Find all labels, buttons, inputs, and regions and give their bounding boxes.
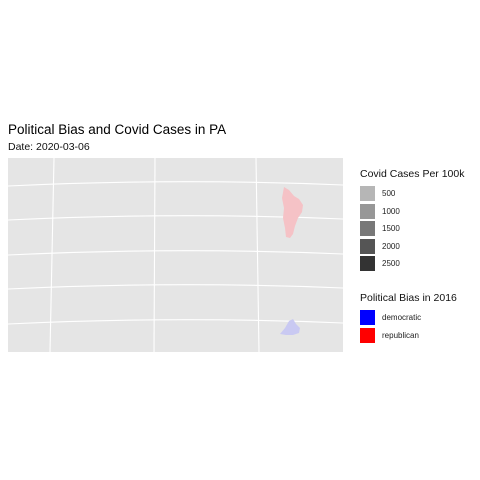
legend-label: 1000 [382, 206, 400, 216]
legend-swatch [360, 203, 375, 219]
legend-label: 2000 [382, 241, 400, 251]
legend-swatch [360, 186, 375, 202]
chart-subtitle: Date: 2020-03-06 [8, 141, 90, 153]
legend-item: 1500 [360, 220, 464, 238]
map-panel [8, 158, 343, 352]
graticule-lon-line [49, 158, 55, 352]
graticule-lat-line [8, 319, 343, 325]
legend-item: democratic [360, 309, 457, 327]
legend-swatch [360, 310, 375, 326]
legend-bias-title: Political Bias in 2016 [360, 292, 457, 304]
legend-item: 2500 [360, 255, 464, 273]
legend-swatch [360, 256, 375, 272]
legend-label: democratic [382, 313, 422, 323]
graticule-lon-line [255, 158, 260, 352]
legend-label: 1500 [382, 224, 400, 234]
graticule-lon-line [153, 158, 156, 352]
legend-political-bias: Political Bias in 2016 democratic republ… [360, 292, 457, 344]
legend-swatch [360, 327, 375, 343]
legend-swatch [360, 238, 375, 254]
legend-swatch [360, 221, 375, 237]
graticule-lat-line [8, 181, 343, 187]
graticule [8, 158, 343, 352]
graticule-lat-line [8, 284, 343, 290]
legend-label: 2500 [382, 259, 400, 269]
legend-label: republican [382, 330, 419, 340]
democratic-region [280, 319, 300, 335]
graticule-lat-line [8, 250, 343, 256]
legend-label: 500 [382, 189, 396, 199]
legend-item: 1000 [360, 203, 464, 221]
legend-covid-cases: Covid Cases Per 100k 500 1000 1500 2000 … [360, 168, 464, 273]
legend-item: 500 [360, 185, 464, 203]
republican-region [282, 187, 303, 238]
legend-item: republican [360, 327, 457, 345]
chart-title: Political Bias and Covid Cases in PA [8, 122, 227, 137]
legend-item: 2000 [360, 238, 464, 256]
legend-covid-title: Covid Cases Per 100k [360, 168, 465, 180]
